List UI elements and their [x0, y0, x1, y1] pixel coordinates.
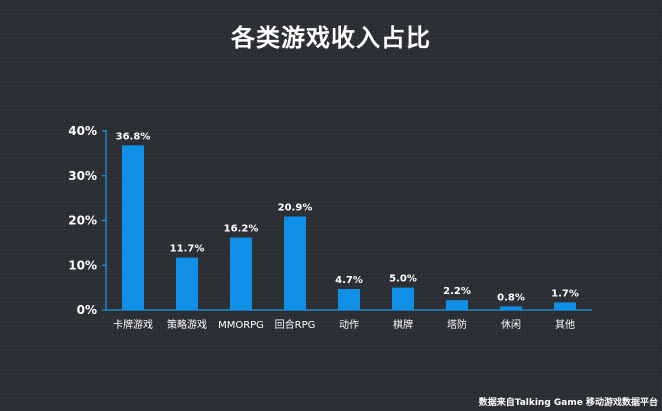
x-category-label: 休闲	[501, 318, 521, 331]
bar-data-label: 36.8%	[116, 131, 151, 142]
y-tick-label: 20%	[68, 214, 97, 228]
bar	[554, 302, 576, 310]
x-category-label: 卡牌游戏	[113, 318, 153, 331]
bar-data-label: 2.2%	[443, 286, 471, 297]
bar	[392, 287, 414, 310]
y-tick-label: 0%	[77, 303, 97, 317]
y-tick-label: 10%	[68, 258, 97, 272]
bar-data-label: 5.0%	[389, 274, 417, 285]
x-category-label: 棋牌	[393, 318, 413, 331]
bar-data-label: 0.8%	[497, 292, 525, 303]
chart-title: 各类游戏收入占比	[231, 24, 431, 52]
data-source-note: 数据来自Talking Game 移动游戏数据平台	[478, 398, 658, 408]
y-tick-label: 30%	[68, 169, 97, 183]
bar	[446, 300, 468, 310]
x-category-label: 塔防	[447, 318, 467, 331]
bar-data-label: 11.7%	[170, 244, 205, 255]
bar-data-label: 20.9%	[278, 202, 313, 213]
x-category-label: 策略游戏	[167, 318, 207, 331]
x-category-label: 回合RPG	[275, 318, 316, 331]
bar	[230, 237, 252, 310]
y-tick-label: 40%	[68, 124, 97, 138]
x-category-label: 其他	[555, 318, 575, 331]
bar	[338, 288, 360, 310]
bar-data-label: 16.2%	[224, 224, 259, 235]
x-category-label: 动作	[339, 319, 359, 331]
bar	[122, 145, 144, 310]
x-category-label: MMORPG	[218, 320, 264, 331]
bar	[176, 257, 198, 310]
bar	[284, 216, 306, 310]
bar-data-label: 1.7%	[551, 288, 579, 299]
bar-data-label: 4.7%	[335, 275, 363, 286]
bar	[500, 306, 522, 310]
